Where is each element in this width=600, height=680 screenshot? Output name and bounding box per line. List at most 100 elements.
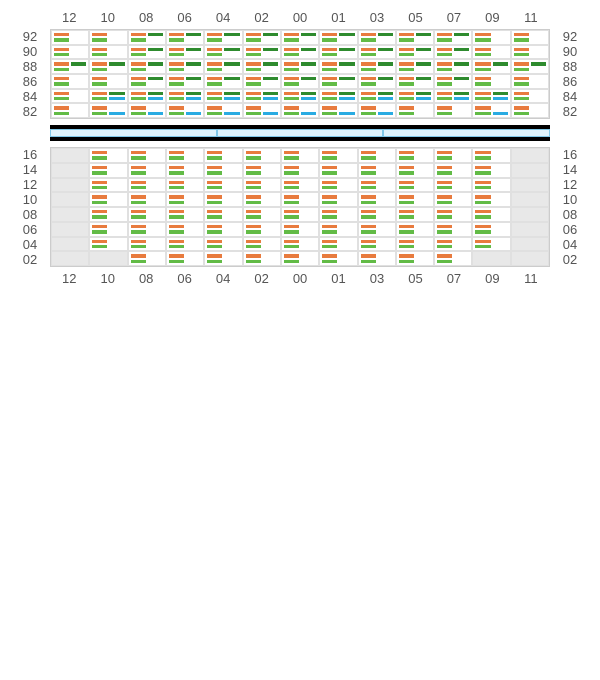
rack-cell[interactable]: [511, 192, 549, 207]
rack-cell[interactable]: [472, 148, 510, 163]
rack-cell[interactable]: [281, 178, 319, 193]
rack-cell[interactable]: [128, 89, 166, 104]
rack-cell[interactable]: [396, 59, 434, 74]
rack-cell[interactable]: [89, 222, 127, 237]
rack-cell[interactable]: [396, 163, 434, 178]
rack-cell[interactable]: [128, 192, 166, 207]
rack-cell[interactable]: [204, 148, 242, 163]
rack-cell[interactable]: [434, 103, 472, 118]
rack-cell[interactable]: [128, 178, 166, 193]
rack-cell[interactable]: [166, 59, 204, 74]
rack-cell[interactable]: [472, 89, 510, 104]
rack-cell[interactable]: [128, 74, 166, 89]
rack-cell[interactable]: [434, 74, 472, 89]
rack-cell[interactable]: [434, 237, 472, 252]
rack-cell[interactable]: [243, 163, 281, 178]
rack-cell[interactable]: [358, 163, 396, 178]
rack-cell[interactable]: [319, 251, 357, 266]
rack-cell[interactable]: [243, 251, 281, 266]
rack-cell[interactable]: [89, 74, 127, 89]
rack-cell[interactable]: [51, 148, 89, 163]
rack-cell[interactable]: [319, 222, 357, 237]
rack-cell[interactable]: [319, 74, 357, 89]
rack-cell[interactable]: [281, 163, 319, 178]
rack-cell[interactable]: [243, 207, 281, 222]
rack-cell[interactable]: [204, 251, 242, 266]
rack-cell[interactable]: [511, 222, 549, 237]
rack-cell[interactable]: [281, 251, 319, 266]
rack-cell[interactable]: [204, 103, 242, 118]
rack-cell[interactable]: [128, 222, 166, 237]
rack-cell[interactable]: [51, 89, 89, 104]
rack-cell[interactable]: [472, 251, 510, 266]
rack-cell[interactable]: [166, 148, 204, 163]
rack-cell[interactable]: [358, 45, 396, 60]
rack-cell[interactable]: [281, 103, 319, 118]
rack-cell[interactable]: [128, 45, 166, 60]
rack-cell[interactable]: [281, 237, 319, 252]
rack-cell[interactable]: [358, 222, 396, 237]
rack-cell[interactable]: [472, 103, 510, 118]
rack-cell[interactable]: [319, 45, 357, 60]
rack-cell[interactable]: [204, 45, 242, 60]
rack-cell[interactable]: [281, 148, 319, 163]
rack-cell[interactable]: [166, 222, 204, 237]
rack-cell[interactable]: [243, 192, 281, 207]
rack-cell[interactable]: [434, 89, 472, 104]
rack-cell[interactable]: [243, 103, 281, 118]
rack-cell[interactable]: [358, 148, 396, 163]
rack-cell[interactable]: [511, 163, 549, 178]
rack-cell[interactable]: [358, 178, 396, 193]
rack-cell[interactable]: [396, 74, 434, 89]
rack-cell[interactable]: [51, 74, 89, 89]
rack-cell[interactable]: [204, 30, 242, 45]
rack-cell[interactable]: [434, 148, 472, 163]
rack-cell[interactable]: [204, 163, 242, 178]
rack-cell[interactable]: [434, 30, 472, 45]
rack-cell[interactable]: [434, 45, 472, 60]
rack-cell[interactable]: [396, 178, 434, 193]
rack-cell[interactable]: [51, 237, 89, 252]
rack-cell[interactable]: [243, 45, 281, 60]
rack-cell[interactable]: [472, 59, 510, 74]
rack-cell[interactable]: [89, 103, 127, 118]
rack-cell[interactable]: [166, 178, 204, 193]
rack-cell[interactable]: [166, 237, 204, 252]
rack-cell[interactable]: [166, 45, 204, 60]
rack-cell[interactable]: [319, 59, 357, 74]
rack-cell[interactable]: [472, 237, 510, 252]
rack-cell[interactable]: [128, 103, 166, 118]
rack-cell[interactable]: [166, 89, 204, 104]
rack-cell[interactable]: [51, 222, 89, 237]
rack-cell[interactable]: [51, 30, 89, 45]
rack-cell[interactable]: [128, 59, 166, 74]
rack-cell[interactable]: [89, 163, 127, 178]
rack-cell[interactable]: [89, 207, 127, 222]
rack-cell[interactable]: [472, 178, 510, 193]
rack-cell[interactable]: [281, 207, 319, 222]
rack-cell[interactable]: [281, 30, 319, 45]
rack-cell[interactable]: [472, 74, 510, 89]
rack-cell[interactable]: [128, 30, 166, 45]
rack-cell[interactable]: [243, 59, 281, 74]
rack-cell[interactable]: [511, 251, 549, 266]
rack-cell[interactable]: [89, 148, 127, 163]
rack-cell[interactable]: [319, 103, 357, 118]
rack-cell[interactable]: [204, 59, 242, 74]
rack-cell[interactable]: [281, 192, 319, 207]
rack-cell[interactable]: [511, 45, 549, 60]
rack-cell[interactable]: [434, 163, 472, 178]
rack-cell[interactable]: [128, 148, 166, 163]
rack-cell[interactable]: [204, 74, 242, 89]
rack-cell[interactable]: [204, 222, 242, 237]
rack-cell[interactable]: [396, 222, 434, 237]
rack-cell[interactable]: [89, 59, 127, 74]
rack-cell[interactable]: [511, 178, 549, 193]
rack-cell[interactable]: [89, 45, 127, 60]
rack-cell[interactable]: [472, 207, 510, 222]
rack-cell[interactable]: [434, 192, 472, 207]
rack-cell[interactable]: [166, 163, 204, 178]
rack-cell[interactable]: [51, 45, 89, 60]
rack-cell[interactable]: [89, 237, 127, 252]
rack-cell[interactable]: [243, 148, 281, 163]
